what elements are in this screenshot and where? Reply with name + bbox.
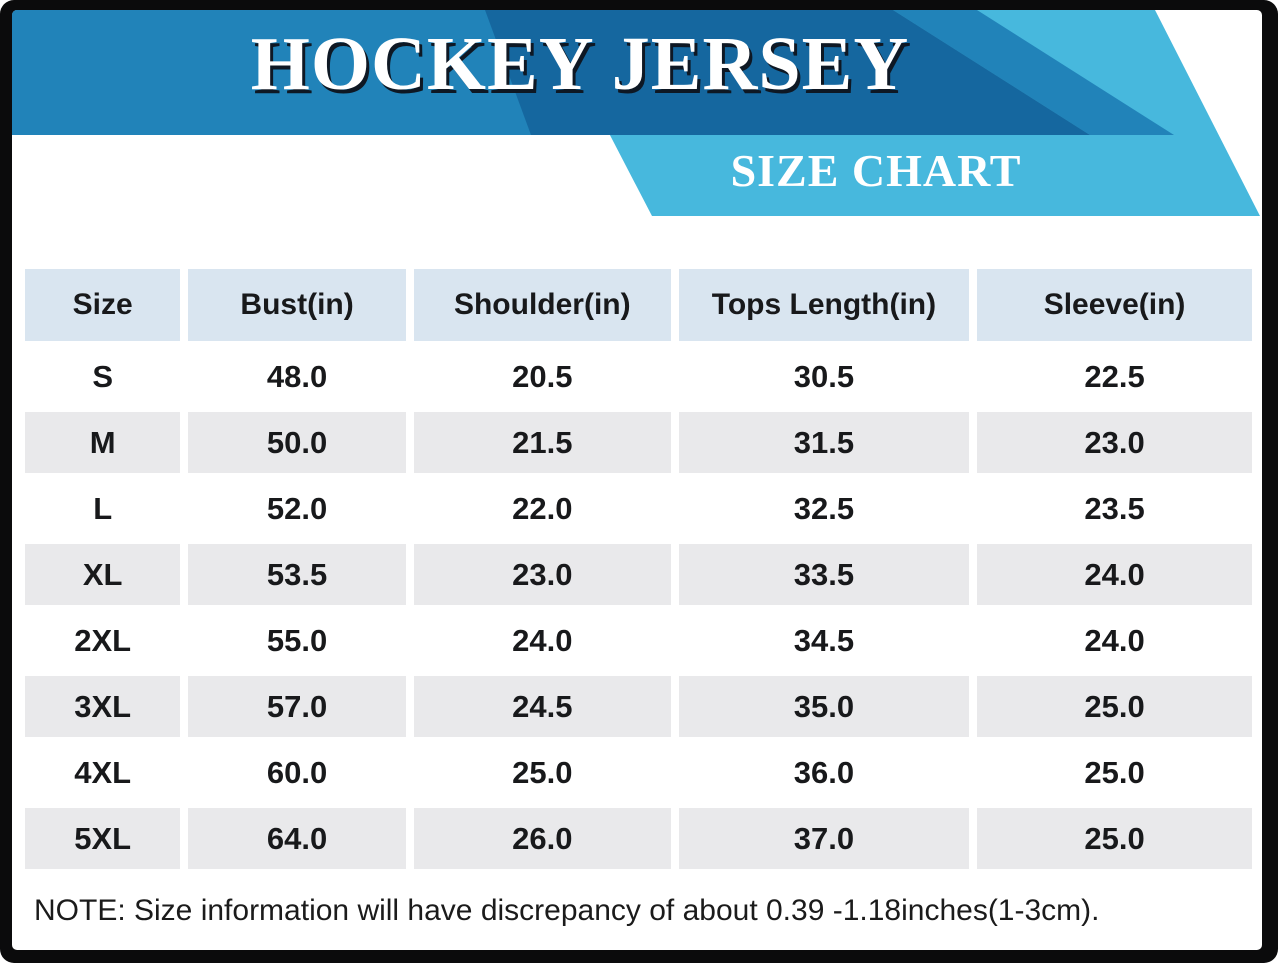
table-row: S 48.0 20.5 30.5 22.5 xyxy=(25,346,1252,407)
size-cell: S xyxy=(25,346,181,407)
size-cell: 5XL xyxy=(25,808,181,869)
header-banner-graphic xyxy=(12,10,1260,216)
measurement-cell: 25.0 xyxy=(977,676,1252,737)
size-cell: XL xyxy=(25,544,181,605)
table-row: XL 53.5 23.0 33.5 24.0 xyxy=(25,544,1252,605)
table-row: L 52.0 22.0 32.5 23.5 xyxy=(25,478,1252,539)
measurement-cell: 52.0 xyxy=(188,478,406,539)
measurement-cell: 37.0 xyxy=(678,808,970,869)
measurement-cell: 23.0 xyxy=(413,544,671,605)
measurement-cell: 24.0 xyxy=(977,610,1252,671)
measurement-cell: 26.0 xyxy=(413,808,671,869)
measurement-cell: 24.5 xyxy=(413,676,671,737)
measurement-cell: 23.5 xyxy=(977,478,1252,539)
measurement-cell: 22.5 xyxy=(977,346,1252,407)
column-header: Tops Length(in) xyxy=(678,269,970,341)
measurement-cell: 21.5 xyxy=(413,412,671,473)
size-cell: 2XL xyxy=(25,610,181,671)
column-header: Bust(in) xyxy=(188,269,406,341)
measurement-cell: 24.0 xyxy=(977,544,1252,605)
measurement-cell: 48.0 xyxy=(188,346,406,407)
banner-bright-shape xyxy=(12,10,531,135)
measurement-cell: 36.0 xyxy=(678,742,970,803)
measurement-cell: 50.0 xyxy=(188,412,406,473)
measurement-cell: 30.5 xyxy=(678,346,970,407)
column-header: Shoulder(in) xyxy=(413,269,671,341)
size-cell: 3XL xyxy=(25,676,181,737)
measurement-cell: 25.0 xyxy=(977,808,1252,869)
size-cell: L xyxy=(25,478,181,539)
note-text: NOTE: Size information will have discrep… xyxy=(34,894,1100,927)
measurement-cell: 23.0 xyxy=(977,412,1252,473)
size-cell: 4XL xyxy=(25,742,181,803)
measurement-cell: 34.5 xyxy=(678,610,970,671)
measurement-cell: 24.0 xyxy=(413,610,671,671)
page-subtitle: SIZE CHART xyxy=(730,145,1022,196)
measurement-cell: 25.0 xyxy=(977,742,1252,803)
measurement-cell: 57.0 xyxy=(188,676,406,737)
measurement-cell: 22.0 xyxy=(413,478,671,539)
measurement-cell: 60.0 xyxy=(188,742,406,803)
measurement-cell: 25.0 xyxy=(413,742,671,803)
column-header: Size xyxy=(25,269,181,341)
measurement-cell: 20.5 xyxy=(413,346,671,407)
table-header-row: Size Bust(in) Shoulder(in) Tops Length(in) S… xyxy=(25,269,1252,341)
table-row: M 50.0 21.5 31.5 23.0 xyxy=(25,412,1252,473)
measurement-cell: 64.0 xyxy=(188,808,406,869)
table-row: 5XL 64.0 26.0 37.0 25.0 xyxy=(25,808,1252,869)
chevron-stripe-shape xyxy=(893,10,1174,135)
measurement-cell: 31.5 xyxy=(678,412,970,473)
measurement-cell: 32.5 xyxy=(678,478,970,539)
measurement-cell: 35.0 xyxy=(678,676,970,737)
measurement-cell: 33.5 xyxy=(678,544,970,605)
measurement-cell: 55.0 xyxy=(188,610,406,671)
size-table: Size Bust(in) Shoulder(in) Tops Length(in) S… xyxy=(17,264,1260,874)
table-row: 4XL 60.0 25.0 36.0 25.0 xyxy=(25,742,1252,803)
page-title: HOCKEY JERSEY xyxy=(250,22,910,106)
measurement-cell: 53.5 xyxy=(188,544,406,605)
table-row: 3XL 57.0 24.5 35.0 25.0 xyxy=(25,676,1252,737)
size-cell: M xyxy=(25,412,181,473)
table-row: 2XL 55.0 24.0 34.5 24.0 xyxy=(25,610,1252,671)
column-header: Sleeve(in) xyxy=(977,269,1252,341)
content-area: HOCKEY JERSEY SIZE CHART Size Bust(in) Sho… xyxy=(12,10,1262,950)
